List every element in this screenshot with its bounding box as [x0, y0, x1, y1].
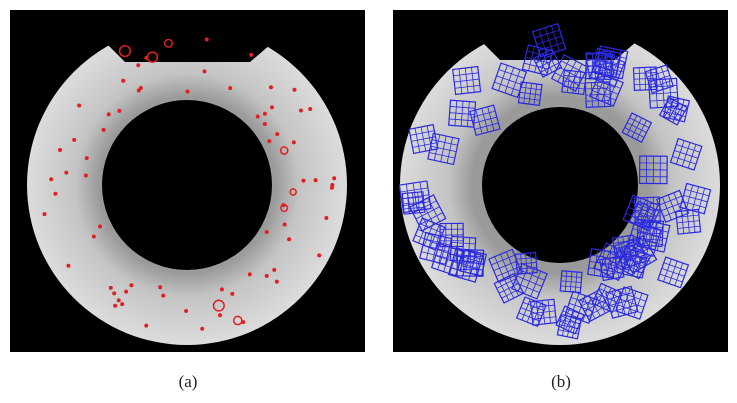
detection-dot — [283, 223, 287, 227]
detection-dot — [263, 112, 267, 116]
detection-dot — [324, 216, 328, 220]
detection-dot — [136, 63, 140, 67]
detection-dot — [92, 234, 96, 238]
detection-dot — [270, 105, 274, 109]
detection-dot — [332, 176, 336, 180]
detection-dot — [102, 128, 106, 132]
caption: (a) — [179, 372, 198, 391]
detection-dot — [330, 186, 334, 190]
figure: (a) (b) — [0, 0, 737, 403]
caption: (b) — [551, 372, 571, 391]
panel-b: (b) — [393, 10, 728, 391]
detection-dot — [269, 85, 273, 89]
detection-dot — [265, 230, 269, 234]
detection-dot — [292, 140, 296, 144]
detection-dot — [203, 69, 207, 73]
detection-dot — [161, 294, 165, 298]
detection-dot — [263, 122, 267, 126]
detection-dot — [292, 88, 296, 92]
detection-dot — [124, 290, 128, 294]
detection-dot — [121, 79, 125, 83]
detection-dot — [299, 108, 303, 112]
panel-a: (a) — [10, 10, 365, 391]
detection-dot — [129, 283, 133, 287]
detection-dot — [144, 324, 148, 328]
detection-dot — [265, 274, 269, 278]
detection-dot — [109, 286, 113, 290]
detection-dot — [230, 292, 234, 296]
detection-dot — [308, 107, 312, 111]
detection-dot — [301, 179, 305, 183]
detection-dot — [98, 224, 102, 228]
detection-dot — [241, 320, 245, 324]
detection-dot — [248, 272, 252, 276]
detection-dot — [144, 56, 148, 60]
detection-dot — [317, 253, 321, 257]
detection-dot — [158, 285, 162, 289]
detection-dot — [137, 88, 141, 92]
detection-dot — [314, 178, 318, 182]
detection-dot — [287, 237, 291, 241]
detection-dot — [53, 192, 57, 196]
detection-dot — [66, 264, 70, 268]
detection-dot — [267, 139, 271, 143]
detection-dot — [256, 115, 260, 119]
detection-dot — [218, 313, 222, 317]
detection-dot — [186, 89, 190, 93]
detection-dot — [200, 327, 204, 331]
detection-dot — [107, 112, 111, 116]
detection-dot — [64, 171, 68, 175]
detection-dot — [117, 109, 121, 113]
detection-dot — [77, 104, 81, 108]
detection-dot — [275, 280, 279, 284]
detection-dot — [184, 309, 188, 313]
detection-dot — [220, 287, 224, 291]
detection-dot — [275, 132, 279, 136]
detection-dot — [113, 304, 117, 308]
detection-dot — [117, 298, 121, 302]
detection-dot — [58, 148, 62, 152]
detection-dot — [249, 53, 253, 57]
detection-dot — [84, 174, 88, 178]
detection-dot — [272, 268, 276, 272]
detection-dot — [205, 37, 209, 41]
detection-dot — [42, 212, 46, 216]
detection-dot — [120, 302, 124, 306]
detection-dot — [72, 138, 76, 142]
ring-hole — [102, 100, 272, 270]
detection-dot — [49, 177, 53, 181]
ring-hole — [482, 107, 638, 263]
detection-dot — [112, 291, 116, 295]
detection-dot — [228, 86, 232, 90]
detection-dot — [85, 156, 89, 160]
